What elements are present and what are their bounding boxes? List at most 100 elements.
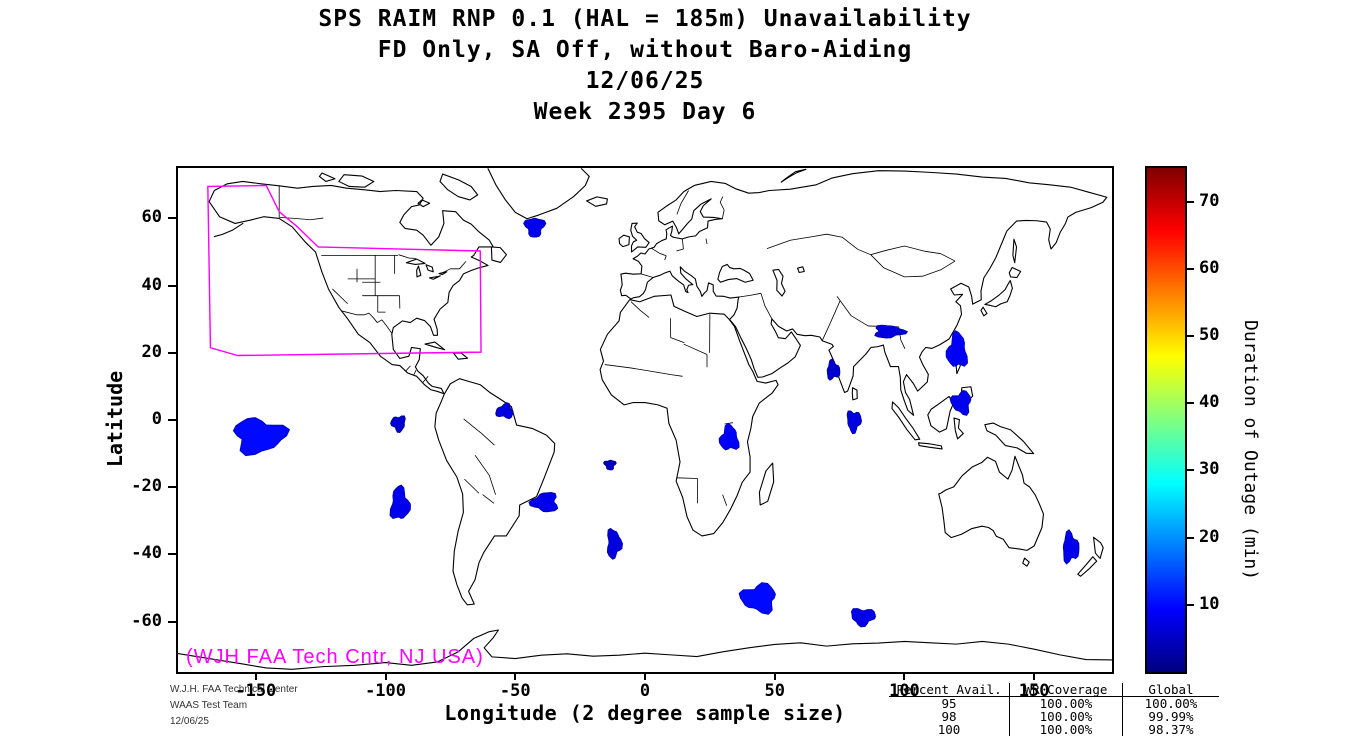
y-tick-label: -60 [131, 610, 162, 631]
stats-row: 100 100.00% 98.37% [889, 723, 1219, 736]
colorbar-tick-mark [1187, 335, 1194, 337]
colorbar-tick-mark [1187, 469, 1194, 472]
coastline-greenland [488, 169, 607, 219]
colorbar-tick-label: 20 [1199, 526, 1220, 547]
x-tick-label: 100 [889, 681, 920, 701]
credit-line-1: W.J.H. FAA Technical Center [170, 684, 298, 695]
outage-region [719, 423, 739, 449]
colorbar-label: Duration of Outage (min) [1240, 320, 1261, 581]
stats-cell: 98 [889, 710, 1010, 723]
x-tick-mark [254, 672, 257, 680]
outage-region [390, 485, 410, 518]
stats-header-cell: Global [1122, 683, 1219, 697]
colorbar-tick-label: 70 [1199, 190, 1220, 211]
coastline-south-america [435, 379, 555, 605]
colorbar-tick-mark [1187, 536, 1194, 539]
outage-region [524, 218, 546, 237]
colorbar-tick-label: 50 [1199, 325, 1220, 345]
stats-cell: 99.99% [1148, 709, 1194, 724]
coastline-antarctica [178, 630, 1112, 669]
plot-title-line-3: 12/06/25 [585, 68, 705, 94]
y-tick-label: 20 [141, 341, 162, 362]
y-tick-mark [168, 284, 176, 287]
y-tick-mark [168, 486, 176, 489]
y-tick-label: -20 [131, 476, 162, 497]
map-plot-area: (WJH FAA Tech Cntr, NJ USA) [176, 166, 1114, 674]
y-tick-mark [168, 419, 176, 421]
colorbar-tick-mark [1187, 402, 1194, 405]
waas-boundary-layer [208, 185, 481, 355]
outage-region [604, 460, 617, 470]
credit-line-3: 12/06/25 [170, 716, 209, 727]
coastline-asia-islands [852, 267, 1020, 448]
credit-line-2: WAAS Test Team [170, 700, 248, 711]
y-tick-label: 0 [151, 409, 162, 429]
outage-region [233, 418, 289, 456]
stats-cell: 100 [889, 723, 1010, 736]
y-tick-label: -40 [131, 543, 162, 564]
stats-row: 95 100.00% 100.00% [889, 696, 1219, 711]
y-tick-label: 60 [141, 207, 162, 228]
outage-regions-layer [233, 218, 1079, 626]
plot-title-line-1: SPS RAIM RNP 0.1 (HAL = 185m) Unavailabi… [318, 6, 972, 32]
x-axis-label: Longitude (2 degree sample size) [444, 701, 846, 725]
colorbar-tick-mark [1187, 603, 1194, 606]
x-tick-mark [773, 672, 776, 680]
y-tick-mark [168, 620, 176, 623]
colorbar [1145, 166, 1187, 674]
x-tick-label: -50 [499, 681, 531, 701]
x-tick-label: 50 [764, 681, 785, 701]
outage-region [950, 391, 971, 416]
x-tick-mark [384, 672, 387, 680]
colorbar-tick-label: 60 [1199, 257, 1220, 278]
stats-header-cell: WR Coverage [1009, 683, 1123, 697]
coastline-africa [600, 295, 778, 536]
coastline-eurasia [619, 169, 1107, 415]
waas-coverage-boundary [208, 185, 481, 355]
stats-table-body: 95 100.00% 100.00% 98 100.00% 99.99% 100 100.00… [889, 696, 1219, 736]
outage-region [875, 325, 907, 338]
stats-cell: 98.37% [1148, 722, 1194, 737]
coastline-oceania [939, 423, 1103, 576]
x-tick-label: 150 [1018, 681, 1050, 701]
credits-block: W.J.H. FAA Technical Center WAAS Test Te… [170, 682, 298, 730]
colorbar-tick-label: 10 [1199, 593, 1220, 614]
colorbar-tick-mark [1187, 267, 1194, 270]
x-tick-mark [903, 672, 906, 680]
coastline-north-america [209, 173, 506, 394]
country-borders [279, 186, 955, 506]
annotation-tech-center: (WJH FAA Tech Cntr, NJ USA) [186, 646, 484, 668]
plot-title-line-4: Week 2395 Day 6 [533, 99, 757, 125]
stats-cell: 100.00% [1009, 696, 1123, 710]
y-tick-label: 40 [141, 274, 162, 295]
y-tick-mark [168, 553, 176, 556]
x-tick-label: 0 [639, 681, 651, 701]
x-tick-label: -100 [365, 681, 407, 701]
stats-cell: 100.00% [1009, 710, 1123, 723]
x-tick-label: -150 [235, 681, 277, 701]
x-tick-mark [644, 672, 646, 680]
y-tick-mark [168, 351, 176, 354]
stats-cell: 95 [889, 696, 1010, 710]
y-tick-mark [168, 217, 176, 220]
outage-region [529, 492, 558, 511]
outage-region [391, 416, 406, 432]
stats-table-header: Percent Avail. WR Coverage Global [889, 683, 1219, 697]
outage-region [1063, 530, 1079, 564]
outage-region [827, 359, 840, 380]
outage-region [946, 331, 967, 366]
stats-row: 98 100.00% 99.99% [889, 710, 1219, 723]
stats-cell: 100.00% [1144, 696, 1198, 711]
outage-region [739, 583, 775, 614]
colorbar-tick-mark [1187, 200, 1194, 203]
outage-region [496, 403, 513, 419]
x-tick-mark [514, 672, 517, 680]
colorbar-tick-label: 30 [1199, 459, 1220, 480]
stats-cell: 100.00% [1009, 723, 1123, 736]
colorbar-tick-label: 40 [1199, 392, 1220, 413]
stats-table: Percent Avail. WR Coverage Global 95 100.00… [889, 683, 1219, 736]
outage-region [607, 529, 622, 560]
outage-region [847, 411, 861, 434]
outage-region [851, 609, 875, 627]
